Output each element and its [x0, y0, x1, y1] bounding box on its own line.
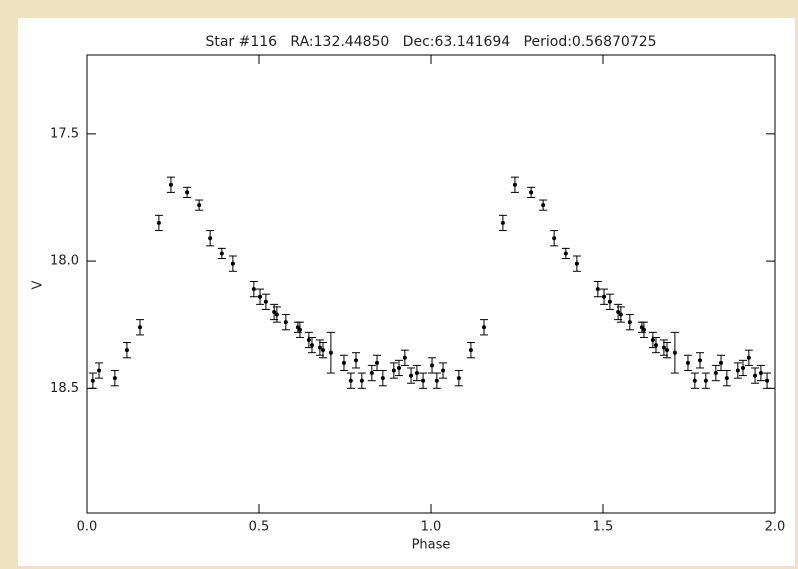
- data-point: [685, 360, 690, 365]
- data-point: [90, 378, 95, 383]
- data-point: [563, 251, 568, 256]
- y-tick-label: 18.0: [50, 254, 79, 269]
- data-point: [97, 368, 102, 373]
- data-point: [112, 376, 117, 381]
- data-point: [137, 325, 142, 330]
- plot-frame: [86, 54, 776, 514]
- data-point: [664, 348, 669, 353]
- data-point: [758, 371, 763, 376]
- x-tick-label: 2.0: [765, 520, 786, 535]
- data-point: [156, 220, 161, 225]
- data-point: [468, 348, 473, 353]
- data-point: [380, 376, 385, 381]
- x-tick-label: 1.5: [593, 520, 614, 535]
- data-point: [661, 345, 666, 350]
- data-point: [185, 190, 190, 195]
- data-point: [481, 325, 486, 330]
- data-point: [317, 345, 322, 350]
- data-point: [753, 373, 758, 378]
- data-point: [348, 378, 353, 383]
- data-point: [653, 343, 658, 348]
- data-point: [698, 358, 703, 363]
- x-tick-label: 0.0: [77, 520, 98, 535]
- data-point: [616, 309, 621, 314]
- data-point: [402, 355, 407, 360]
- data-point: [272, 309, 277, 314]
- data-point: [735, 368, 740, 373]
- data-point: [421, 378, 426, 383]
- data-point: [741, 365, 746, 370]
- data-point: [618, 312, 623, 317]
- data-point: [197, 203, 202, 208]
- data-point: [765, 378, 770, 383]
- data-point: [713, 371, 718, 376]
- data-point: [718, 360, 723, 365]
- y-tick-label: 18.5: [50, 381, 79, 396]
- data-point: [397, 365, 402, 370]
- data-point: [354, 358, 359, 363]
- data-point: [529, 190, 534, 195]
- data-point: [263, 299, 268, 304]
- data-point: [309, 343, 314, 348]
- data-point: [430, 363, 435, 368]
- chart-title: Star #116 RA:132.44850 Dec:63.141694 Per…: [205, 34, 656, 50]
- data-point: [574, 261, 579, 266]
- data-point: [552, 236, 557, 241]
- data-point: [230, 261, 235, 266]
- data-point: [168, 182, 173, 187]
- data-point: [692, 378, 697, 383]
- data-point: [274, 312, 279, 317]
- data-point: [369, 371, 374, 376]
- data-point: [541, 203, 546, 208]
- x-tick-label: 1.0: [421, 520, 442, 535]
- x-tick-label: 0.5: [249, 520, 270, 535]
- x-axis-title: Phase: [412, 538, 451, 553]
- data-point: [297, 327, 302, 332]
- data-point: [602, 294, 607, 299]
- data-point: [627, 320, 632, 325]
- data-point: [219, 251, 224, 256]
- data-point: [414, 371, 419, 376]
- data-point: [512, 182, 517, 187]
- y-tick-label: 17.5: [50, 126, 79, 141]
- data-point: [672, 350, 677, 355]
- plot-panel: [18, 18, 795, 566]
- data-point: [320, 348, 325, 353]
- y-axis-title: V: [31, 280, 46, 289]
- data-point: [359, 378, 364, 383]
- data-point: [283, 320, 288, 325]
- data-point: [607, 299, 612, 304]
- data-point: [124, 348, 129, 353]
- data-point: [595, 287, 600, 292]
- data-point: [341, 360, 346, 365]
- data-point: [258, 294, 263, 299]
- data-point: [703, 378, 708, 383]
- data-point: [441, 368, 446, 373]
- data-point: [374, 360, 379, 365]
- data-point: [391, 368, 396, 373]
- data-point: [500, 220, 505, 225]
- data-point: [641, 327, 646, 332]
- data-point: [208, 236, 213, 241]
- data-point: [409, 373, 414, 378]
- data-point: [328, 350, 333, 355]
- data-point: [306, 337, 311, 342]
- data-point: [746, 355, 751, 360]
- data-point: [456, 376, 461, 381]
- data-point: [251, 287, 256, 292]
- data-point: [434, 378, 439, 383]
- data-point: [724, 376, 729, 381]
- data-point: [650, 337, 655, 342]
